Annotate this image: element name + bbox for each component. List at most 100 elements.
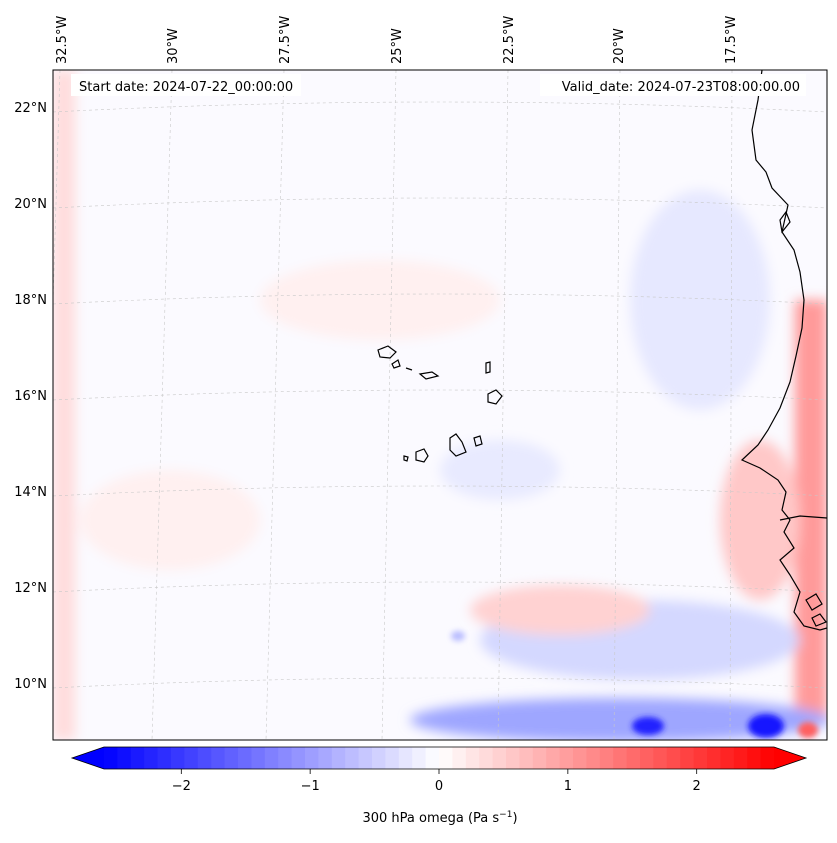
colorbar-step xyxy=(197,747,212,769)
coastal-island-north xyxy=(779,210,791,234)
colorbar-step xyxy=(358,747,373,769)
colorbar-step xyxy=(559,747,574,769)
colorbar-step xyxy=(398,747,413,769)
bijagos-island-2 xyxy=(811,613,827,627)
south-positive-area xyxy=(470,585,650,635)
positive-core xyxy=(798,722,818,738)
lon-line-20w xyxy=(613,70,621,740)
colorbar-steps xyxy=(104,747,775,769)
colorbar-step xyxy=(733,747,748,769)
colorbar-tick-label-2: 2 xyxy=(693,779,701,794)
colorbar-step xyxy=(747,747,762,769)
island-santa-luzia xyxy=(405,367,413,371)
colorbar-step xyxy=(224,747,239,769)
lon-line-25w xyxy=(381,70,397,740)
colorbar-step xyxy=(492,747,507,769)
colorbar-label-close: ) xyxy=(512,811,517,826)
colorbar-step xyxy=(117,747,132,769)
colorbar-step xyxy=(546,747,561,769)
colorbar-low-extend-arrow xyxy=(72,747,104,769)
colorbar-step xyxy=(479,747,494,769)
island-santiago xyxy=(449,433,467,457)
lat-line-14n xyxy=(53,485,827,497)
colorbar-step xyxy=(144,747,159,769)
lon-label-20w: 20°W xyxy=(612,28,627,64)
colorbar-step xyxy=(760,747,775,769)
start-date-label: Start date: 2024-07-22_00:00:00 xyxy=(79,80,293,95)
island-boa-vista xyxy=(487,389,503,405)
colorbar-tick-label-1: 1 xyxy=(564,779,572,794)
colorbar-step xyxy=(707,747,721,769)
map-plot-area xyxy=(53,70,827,740)
lon-label-17-5w: 17.5°W xyxy=(724,16,739,64)
valid-date-label: Valid_date: 2024-07-23T08:00:00.00 xyxy=(562,80,800,95)
lat-label-18n: 18°N xyxy=(14,293,47,308)
africa-coastline xyxy=(740,70,827,631)
colorbar-outline xyxy=(70,746,808,770)
colorbar-step xyxy=(693,747,708,769)
omega-field-cores xyxy=(451,631,818,738)
lat-line-12n xyxy=(53,581,827,593)
colorbar-step xyxy=(345,747,360,769)
colorbar-step xyxy=(573,747,587,769)
colorbar-step xyxy=(184,747,199,769)
east-edge-descent-band xyxy=(795,300,827,720)
lon-label-22-5w: 22.5°W xyxy=(502,16,517,64)
coastal-positive-area xyxy=(720,440,800,600)
valid-date-box xyxy=(540,74,806,96)
colorbar-step xyxy=(519,747,534,769)
colorbar-step xyxy=(532,747,547,769)
lon-line-27-5w xyxy=(265,70,285,740)
colorbar-step xyxy=(506,747,520,769)
omega-field-shading xyxy=(53,70,827,740)
central-negative-area xyxy=(440,440,560,500)
lat-label-12n: 12°N xyxy=(14,581,47,596)
colorbar-step xyxy=(238,747,252,769)
colorbar-step xyxy=(171,747,185,769)
lon-label-30w: 30°W xyxy=(166,28,181,64)
island-fogo xyxy=(415,448,429,463)
colorbar-step xyxy=(465,747,480,769)
colorbar: −2 −1 0 1 2 300 hPa omega (Pa s−1) xyxy=(70,746,808,826)
lon-label-27-5w: 27.5°W xyxy=(278,16,293,64)
lon-label-32-5w: 32.5°W xyxy=(55,16,70,64)
lon-line-22-5w xyxy=(497,70,509,740)
colorbar-step xyxy=(372,747,386,769)
colorbar-step xyxy=(640,747,654,769)
lon-label-25w: 25°W xyxy=(390,28,405,64)
colorbar-step xyxy=(599,747,614,769)
colorbar-step xyxy=(613,747,628,769)
longitude-labels: 32.5°W 30°W 27.5°W 25°W 22.5°W 20°W 17.5… xyxy=(55,16,739,64)
central-positive-area xyxy=(260,260,500,340)
colorbar-tick-label-neg2: −2 xyxy=(172,779,191,794)
colorbar-tick-label-neg1: −1 xyxy=(301,779,320,794)
colorbar-step xyxy=(318,747,333,769)
colorbar-step xyxy=(251,747,266,769)
colorbar-step xyxy=(305,747,319,769)
colorbar-step xyxy=(331,747,346,769)
colorbar-step xyxy=(626,747,641,769)
small-negative-spot xyxy=(451,631,465,641)
colorbar-tick-marks xyxy=(180,769,698,774)
colorbar-label: 300 hPa omega (Pa s−1) xyxy=(362,810,517,826)
colorbar-step xyxy=(425,747,440,769)
lat-line-20n xyxy=(53,197,827,209)
colorbar-step xyxy=(439,747,453,769)
lat-line-18n xyxy=(53,293,827,305)
colorbar-step xyxy=(385,747,400,769)
colorbar-step xyxy=(653,747,668,769)
bijagos-island-1 xyxy=(805,593,823,611)
colorbar-label-main: 300 hPa omega (Pa s xyxy=(362,811,499,826)
island-sal xyxy=(485,361,491,374)
island-brava xyxy=(403,455,409,462)
graticule xyxy=(53,70,827,740)
colorbar-step xyxy=(412,747,427,769)
negative-core-1 xyxy=(632,717,664,735)
colorbar-step xyxy=(130,747,145,769)
coastlines xyxy=(377,70,827,631)
island-santo-antao xyxy=(377,345,397,359)
colorbar-step xyxy=(680,747,695,769)
colorbar-step xyxy=(264,747,279,769)
